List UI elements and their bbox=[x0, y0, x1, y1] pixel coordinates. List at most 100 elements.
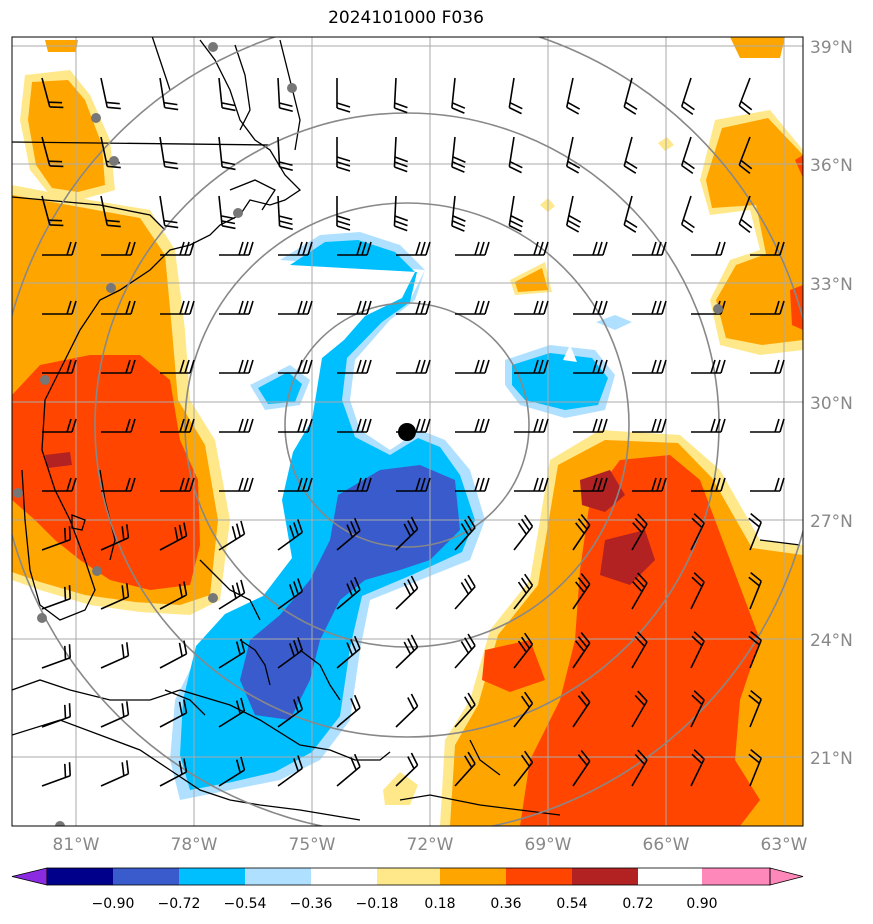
wind-barb bbox=[159, 758, 188, 787]
wind-barb bbox=[337, 241, 372, 256]
wind-barb bbox=[218, 77, 236, 112]
wind-barb bbox=[278, 241, 313, 256]
lon-label: 72°W bbox=[407, 835, 454, 855]
wind-barb bbox=[691, 418, 726, 433]
map-frame bbox=[11, 36, 804, 827]
wind-barb bbox=[748, 630, 762, 669]
wind-barb bbox=[42, 477, 77, 492]
lat-label: 21°N bbox=[810, 749, 853, 769]
wind-barb bbox=[451, 195, 466, 232]
wind-barb bbox=[100, 77, 121, 110]
wind-barb bbox=[623, 136, 638, 174]
wind-barb bbox=[100, 760, 130, 787]
lat-label: 33°N bbox=[810, 275, 853, 295]
lon-label: 75°W bbox=[289, 835, 336, 855]
wind-barb bbox=[514, 300, 549, 315]
wind-barb bbox=[573, 477, 608, 492]
wind-barb bbox=[336, 78, 351, 113]
wind-barb bbox=[160, 477, 195, 492]
wind-barb bbox=[514, 418, 549, 433]
wind-barb bbox=[100, 642, 130, 669]
wind-barb bbox=[396, 477, 431, 492]
wind-barb bbox=[396, 241, 431, 256]
wind-barb bbox=[690, 513, 705, 551]
wind-barb bbox=[277, 578, 304, 610]
wind-barb bbox=[101, 300, 136, 315]
wind-barb bbox=[750, 359, 785, 374]
wind-barb bbox=[455, 477, 490, 492]
wind-barb bbox=[337, 359, 372, 374]
wind-barb bbox=[508, 195, 524, 233]
colorbar-tick: 0.54 bbox=[556, 896, 587, 912]
wind-barb bbox=[278, 359, 313, 374]
wind-barb bbox=[572, 691, 591, 728]
wind-barb bbox=[277, 77, 293, 113]
lat-label: 27°N bbox=[810, 512, 853, 532]
wind-barb bbox=[750, 418, 785, 433]
wind-barb bbox=[748, 748, 762, 787]
wind-barb bbox=[738, 195, 753, 234]
wind-barb bbox=[277, 519, 304, 551]
wind-barb bbox=[277, 195, 293, 231]
wind-barb bbox=[572, 573, 591, 610]
wind-barb bbox=[159, 581, 188, 610]
wind-barb bbox=[451, 136, 466, 173]
wind-barb bbox=[219, 477, 254, 492]
wind-barb bbox=[393, 136, 409, 173]
wind-barb bbox=[691, 241, 726, 256]
wind-barb bbox=[631, 513, 648, 551]
wind-barb bbox=[396, 359, 431, 374]
colorbar-tick: −0.72 bbox=[158, 896, 201, 912]
wind-barb bbox=[632, 359, 667, 374]
wind-barb bbox=[277, 755, 304, 787]
lon-label: 69°W bbox=[525, 835, 572, 855]
wind-barb bbox=[631, 631, 648, 669]
wind-barb bbox=[691, 359, 726, 374]
wind-barb bbox=[632, 241, 667, 256]
wind-barb bbox=[454, 515, 476, 551]
wind-barb bbox=[42, 300, 77, 315]
wind-barb bbox=[336, 694, 361, 728]
lon-label: 78°W bbox=[171, 835, 218, 855]
wind-barb bbox=[336, 517, 361, 551]
wind-barb bbox=[159, 195, 179, 229]
wind-barb bbox=[514, 477, 549, 492]
colorbar-extend-high bbox=[769, 867, 804, 886]
wind-barb bbox=[219, 241, 254, 256]
wind-barb bbox=[41, 77, 64, 109]
wind-barb bbox=[278, 477, 313, 492]
wind-barb bbox=[513, 573, 534, 610]
wind-barb bbox=[631, 690, 648, 728]
wind-barb bbox=[160, 359, 195, 374]
colorbar-swatch bbox=[245, 868, 311, 885]
wind-barb bbox=[336, 753, 361, 787]
wind-barb bbox=[41, 762, 71, 787]
wind-barb bbox=[277, 637, 304, 669]
wind-barb bbox=[513, 514, 534, 551]
wind-barb bbox=[454, 692, 476, 728]
wind-barb bbox=[101, 359, 136, 374]
colorbar-swatch bbox=[113, 868, 179, 885]
wind-barb bbox=[336, 635, 361, 669]
latitude-labels: 39°N 36°N 33°N 30°N 27°N 24°N 21°N bbox=[810, 38, 853, 769]
wind-barb bbox=[573, 300, 608, 315]
wind-barb bbox=[738, 136, 753, 175]
wind-barb bbox=[337, 418, 372, 433]
wind-barb bbox=[513, 691, 534, 728]
wind-barb bbox=[690, 631, 705, 669]
colorbar-swatch bbox=[572, 868, 638, 885]
wind-barb bbox=[393, 77, 408, 114]
wind-barb bbox=[680, 136, 695, 175]
wind-barb bbox=[218, 579, 246, 610]
wind-barb bbox=[159, 77, 179, 111]
wind-barb bbox=[514, 241, 549, 256]
wind-barb bbox=[159, 136, 179, 170]
wind-barb bbox=[218, 195, 236, 230]
wind-barb bbox=[455, 300, 490, 315]
wind-barb bbox=[750, 241, 785, 256]
wind-barb bbox=[573, 418, 608, 433]
wind-barb bbox=[396, 300, 431, 315]
wind-barb bbox=[691, 477, 726, 492]
colorbar-tick: −0.18 bbox=[356, 896, 399, 912]
